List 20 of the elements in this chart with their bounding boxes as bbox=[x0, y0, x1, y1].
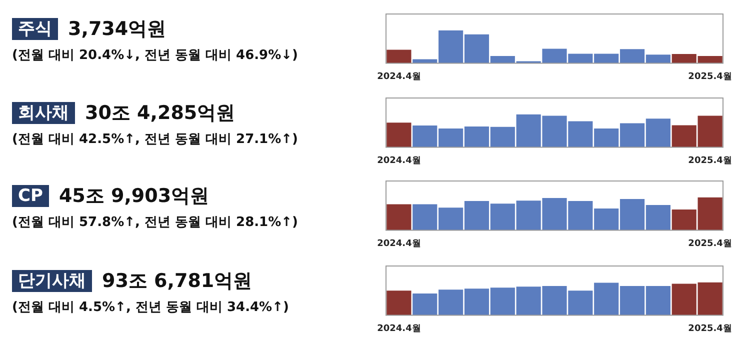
x-tick-label: 2024.4월 bbox=[377, 72, 421, 82]
text: 93조 6,781억원 bbox=[102, 269, 252, 294]
x-tick-label: 2024.4월 bbox=[377, 238, 421, 249]
text: 회사채 bbox=[12, 102, 75, 124]
text: (전월 대비 20.4%↓, 전년 동월 대비 46.9%↓) bbox=[12, 47, 299, 64]
x-tick-label: 2025.4월 bbox=[688, 238, 732, 249]
x-tick-label: 2024.4월 bbox=[377, 156, 421, 166]
text: 30조 4,285억원 bbox=[85, 101, 236, 126]
text: 단기사채 bbox=[12, 270, 92, 292]
text: 3,734억원 bbox=[68, 17, 166, 42]
x-tick-label: 2024.4월 bbox=[377, 324, 421, 334]
text: CP bbox=[12, 185, 49, 207]
text: 45조 9,903억원 bbox=[58, 184, 210, 209]
text: (전월 대비 57.8%↑, 전년 동월 대비 28.1%↑) bbox=[12, 214, 299, 231]
text: (전월 대비 4.5%↑, 전년 동월 대비 34.4%↑) bbox=[12, 299, 290, 316]
x-tick-label: 2025.4월 bbox=[688, 324, 732, 334]
x-tick-label: 2025.4월 bbox=[688, 156, 732, 166]
x-tick-label: 2025.4월 bbox=[688, 72, 732, 82]
text: (전월 대비 42.5%↑, 전년 동월 대비 27.1%↑) bbox=[12, 131, 299, 148]
text: 주식 bbox=[12, 18, 58, 40]
